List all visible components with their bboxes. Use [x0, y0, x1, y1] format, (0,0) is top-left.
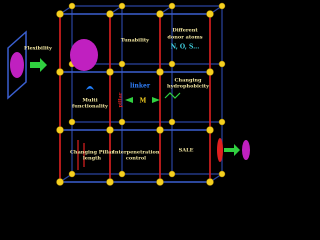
pillars: [59, 14, 211, 182]
label: control: [126, 156, 146, 162]
label: M: [140, 98, 147, 105]
arrow: [30, 58, 47, 72]
functional-group: [86, 86, 94, 90]
sale-pillar: [217, 138, 223, 162]
label: linker: [130, 83, 151, 90]
label: Flexibility: [24, 46, 53, 52]
label: functionality: [72, 104, 109, 110]
flex-ellipse: [10, 52, 24, 78]
label: pillar: [118, 92, 124, 107]
background: [0, 0, 254, 189]
label: Multi: [82, 98, 97, 104]
linker-ellipse: [70, 39, 98, 71]
arrow: [152, 97, 160, 103]
label: donor atoms: [167, 35, 202, 41]
label: Changing: [174, 78, 202, 84]
front-frame: [60, 13, 210, 183]
label: length: [83, 156, 102, 162]
diagram: Flexibility Tunability Different donor a…: [0, 0, 254, 189]
label: Changing Pillar: [70, 150, 114, 156]
hydrophobic-chain: [164, 92, 181, 99]
arrow: [125, 97, 133, 103]
label: hydrophobicity: [167, 84, 210, 90]
label: Different: [172, 28, 198, 34]
metal-nodes: [56, 2, 226, 186]
arrow: [224, 144, 240, 156]
label: Tunability: [121, 38, 150, 44]
sale-ellipse: [242, 140, 250, 160]
label: SALE: [179, 148, 194, 154]
label: N, O, S...: [171, 44, 200, 51]
flex-frame: [7, 30, 27, 100]
label: Interpenetration: [113, 150, 160, 156]
